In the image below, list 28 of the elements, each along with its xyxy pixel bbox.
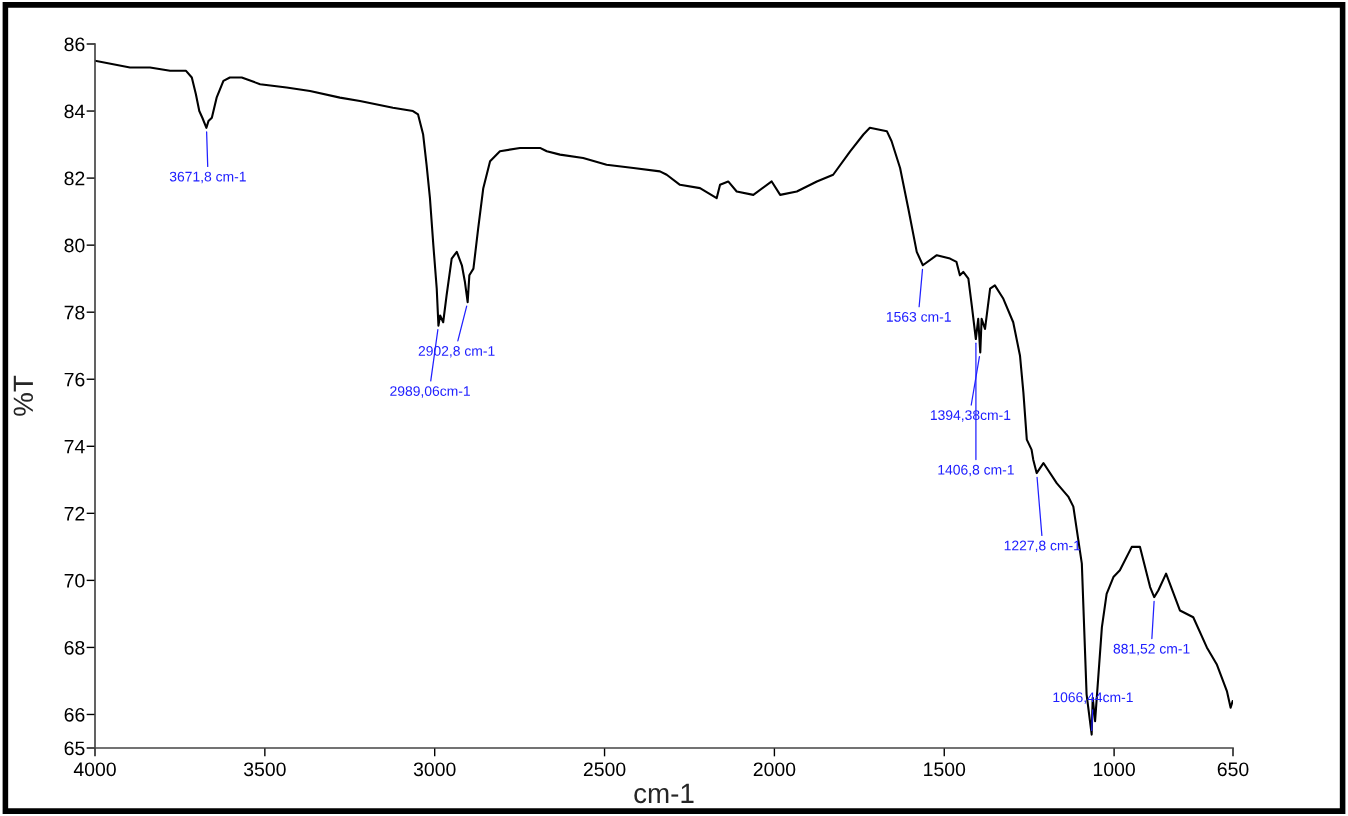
annotation: 881,52 cm-1	[1113, 643, 1190, 656]
x-tick-label: 2000	[753, 762, 796, 777]
y-tick-label: 82	[64, 171, 85, 186]
y-tick-label: 78	[64, 305, 85, 320]
x-tick-label: 650	[1217, 762, 1249, 777]
y-tick-label: 84	[64, 104, 85, 119]
y-tick-label: 74	[64, 439, 85, 454]
x-axis-title: cm-1	[634, 783, 694, 804]
x-tick-label: 3000	[413, 762, 456, 777]
y-axis-title: %T	[13, 375, 34, 416]
x-tick-label: 1000	[1093, 762, 1135, 777]
line-series	[95, 59, 1233, 736]
annotation: 1563 cm-1	[886, 311, 951, 322]
x-tick-label: 3500	[243, 762, 286, 777]
x-tick-label: 1500	[924, 762, 966, 777]
y-tick-label: 68	[64, 640, 85, 655]
annotation: 3671,8 cm-1	[169, 171, 246, 184]
y-tick-label: 70	[64, 573, 85, 588]
annotation: 2989,06cm-1	[390, 386, 470, 398]
y-tick-label: 76	[64, 372, 85, 387]
y-tick-label: 86	[64, 37, 85, 52]
x-tick-label: 2500	[583, 762, 626, 777]
x-tick-label: 4000	[73, 762, 116, 777]
y-tick-label: 65	[64, 741, 85, 756]
y-tick-label: 72	[64, 506, 85, 521]
y-tick-label: 66	[64, 707, 85, 722]
annotation: 1406,8 cm-1	[938, 464, 1014, 477]
y-tick-label: 80	[64, 238, 85, 253]
